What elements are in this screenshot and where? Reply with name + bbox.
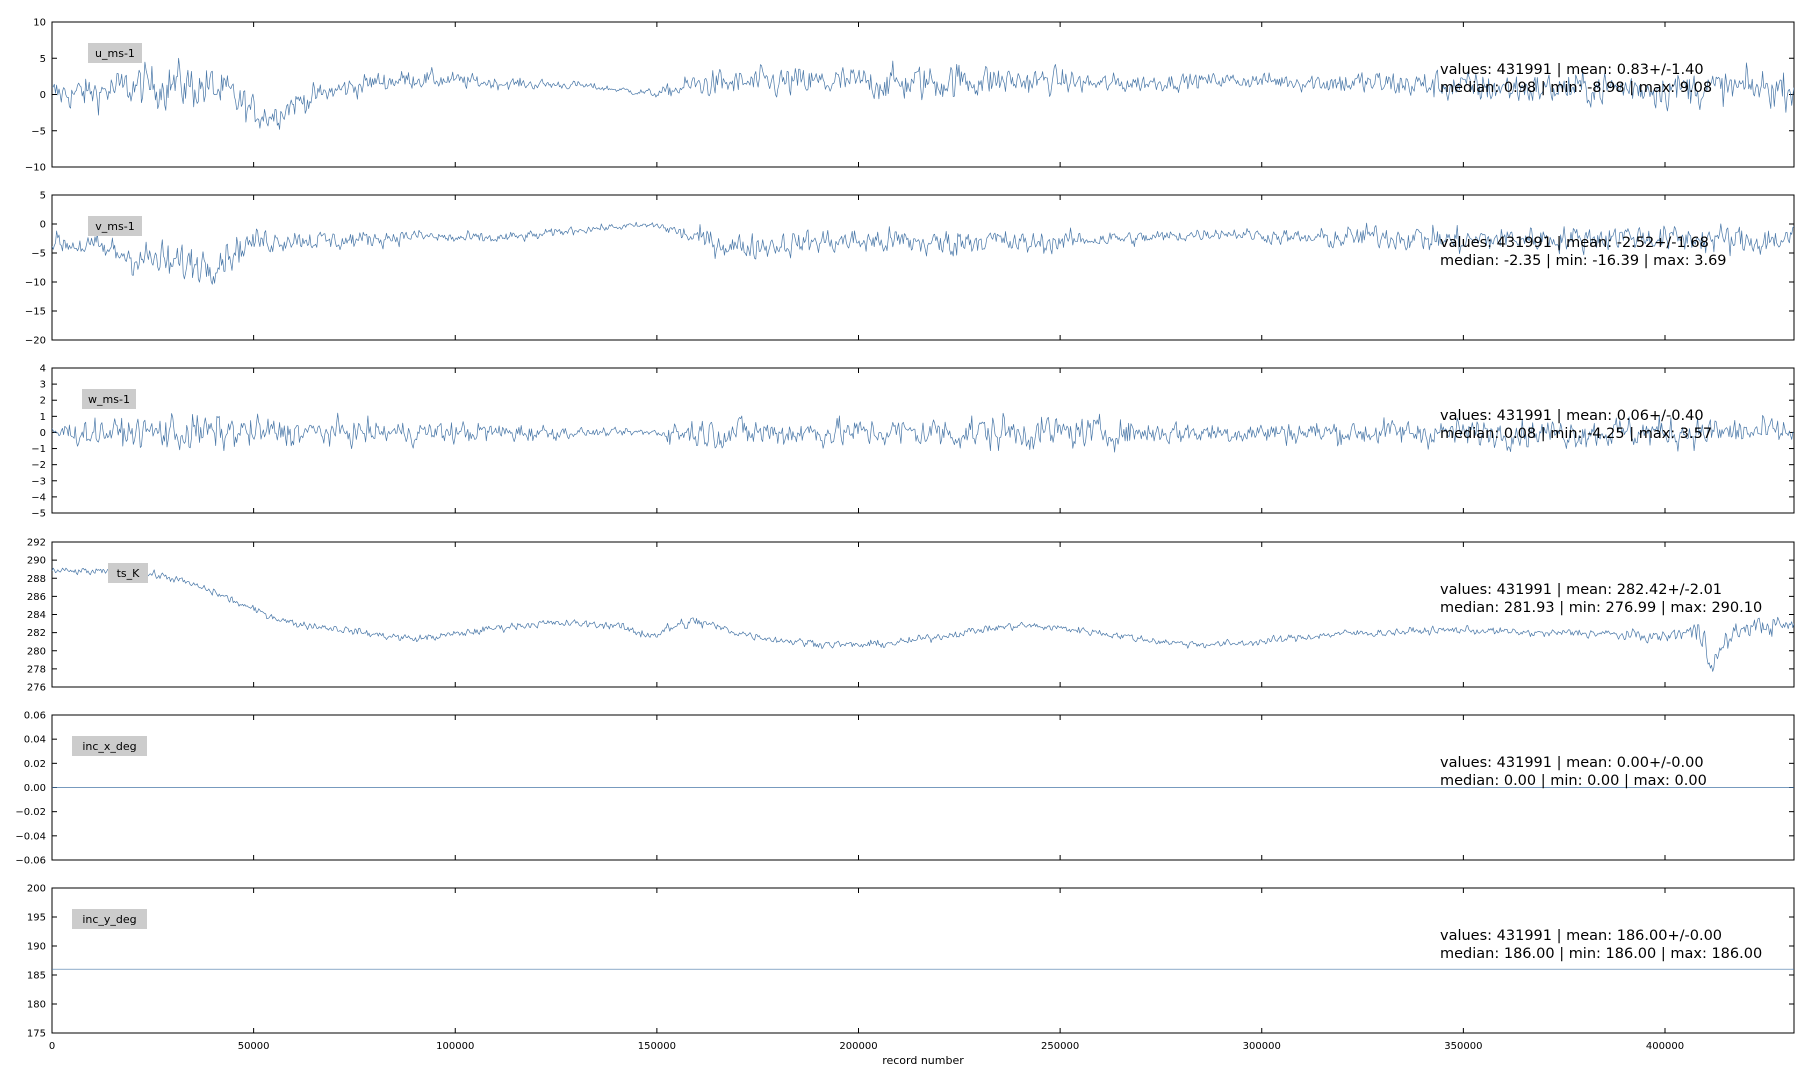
y-tick-label: 185 (27, 971, 46, 982)
stats-line-2: median: 0.98 | min: -8.98 | max: 9.08 (1440, 80, 1712, 96)
series-label: inc_x_deg (82, 740, 136, 753)
y-tick-label: 195 (27, 913, 46, 924)
y-tick-label: 180 (27, 1000, 46, 1011)
stats-line-1: values: 431991 | mean: 0.00+/-0.00 (1440, 755, 1704, 771)
y-tick-label: −0.06 (15, 856, 46, 867)
series-label-box (72, 736, 147, 756)
plot-frame (51, 194, 1795, 341)
series-label: w_ms-1 (88, 393, 130, 406)
series-label-box (72, 909, 147, 929)
y-tick-label: 276 (27, 683, 46, 694)
y-tick-label: 2 (40, 396, 46, 407)
x-axis: 0 50000 100000 150000 200000 250000 300000 3500… (49, 1041, 1684, 1052)
x-tick-label: 250000 (1041, 1041, 1079, 1052)
x-tick-label: 150000 (638, 1041, 676, 1052)
y-tick-label: 292 (27, 538, 46, 549)
y-tick-label: −5 (31, 126, 46, 137)
x-tick-label: 0 (49, 1041, 55, 1052)
y-tick-label: 0 (40, 428, 46, 439)
stats-line-2: median: 281.93 | min: 276.99 | max: 290.… (1440, 600, 1762, 616)
series-line-w-ms-1 (52, 412, 1794, 453)
series-line-v-ms-1 (52, 221, 1794, 285)
series-label: ts_K (117, 567, 141, 580)
x-axis-label: record number (882, 1054, 964, 1067)
x-tick-label: 350000 (1444, 1041, 1482, 1052)
panel-ts-K: 276 278 280 282 284 286 288 290 292 ts_K values: 4… (27, 538, 1795, 694)
y-tick-label: −1 (31, 444, 46, 455)
series-label-box (88, 216, 142, 236)
y-tick-label: −15 (25, 307, 46, 318)
y-tick-label: 3 (40, 380, 46, 391)
y-tick-label: 280 (27, 646, 46, 657)
y-tick-label: 0.06 (24, 711, 46, 722)
plot-frame (51, 541, 1795, 688)
panel-v-ms-1: −20 −15 −10 −5 0 5 v_ms-1 values: 431991 | mean… (25, 191, 1795, 347)
panel-w-ms-1: −5 −4 −3 −2 −1 0 1 2 3 4 w_ms-1 values: 431991 | me… (31, 364, 1795, 520)
stats-line-2: median: 0.08 | min: -4.25 | max: 3.57 (1440, 426, 1712, 442)
y-tick-label: 0 (40, 90, 46, 101)
plot-frame (51, 367, 1795, 514)
x-tick-label: 200000 (839, 1041, 877, 1052)
y-tick-label: 0.02 (24, 759, 46, 770)
y-tick-label: −10 (25, 163, 46, 174)
y-tick-label: −5 (31, 509, 46, 520)
y-tick-label: −20 (25, 336, 46, 347)
y-tick-label: −3 (31, 476, 46, 487)
y-tick-label: 1 (40, 412, 46, 423)
stats-line-1: values: 431991 | mean: -2.52+/-1.68 (1440, 235, 1709, 251)
y-tick-label: 10 (33, 18, 46, 29)
y-tick-label: 0.00 (24, 783, 46, 794)
panel-inc-x-deg: −0.06 −0.04 −0.02 0.00 0.02 0.04 0.06 inc_x_deg… (15, 711, 1795, 867)
series-line-u-ms-1 (52, 57, 1794, 130)
stats-line-1: values: 431991 | mean: 0.83+/-1.40 (1440, 62, 1704, 78)
y-tick-label: 200 (27, 884, 46, 895)
y-tick-label: −10 (25, 278, 46, 289)
x-tick-label: 400000 (1646, 1041, 1684, 1052)
y-tick-label: −0.04 (15, 831, 46, 842)
series-label-box (88, 43, 142, 63)
series-line-ts-K (52, 567, 1794, 672)
y-tick-label: −4 (31, 492, 46, 503)
y-tick-label: −2 (31, 460, 46, 471)
y-tick-label: 284 (27, 610, 46, 621)
y-tick-label: 190 (27, 942, 46, 953)
y-tick-label: 290 (27, 556, 46, 567)
y-tick-label: −5 (31, 249, 46, 260)
stats-line-2: median: 186.00 | min: 186.00 | max: 186.… (1440, 946, 1762, 962)
stats-line-1: values: 431991 | mean: 0.06+/-0.40 (1440, 408, 1704, 424)
series-label: v_ms-1 (95, 220, 134, 233)
panel-u-ms-1: −10 −5 0 5 10 u_ms-1 values: 431991 | mean: 0.… (25, 18, 1795, 174)
stats-line-1: values: 431991 | mean: 186.00+/-0.00 (1440, 928, 1722, 944)
series-label: inc_y_deg (82, 913, 136, 926)
y-tick-label: 282 (27, 628, 46, 639)
series-label: u_ms-1 (95, 47, 135, 60)
stats-line-2: median: 0.00 | min: 0.00 | max: 0.00 (1440, 773, 1707, 789)
stats-line-2: median: -2.35 | min: -16.39 | max: 3.69 (1440, 253, 1727, 269)
x-tick-label: 300000 (1243, 1041, 1281, 1052)
x-tick-label: 50000 (238, 1041, 270, 1052)
stats-line-1: values: 431991 | mean: 282.42+/-2.01 (1440, 582, 1722, 598)
series-label-box (108, 563, 148, 583)
y-tick-label: 278 (27, 664, 46, 675)
series-label-box (82, 389, 136, 409)
y-tick-label: 0 (40, 220, 46, 231)
panel-inc-y-deg: 175 180 185 190 195 200 inc_y_deg values: 43199… (27, 884, 1795, 1040)
y-tick-label: 5 (40, 54, 46, 65)
y-tick-label: −0.02 (15, 807, 46, 818)
plot-frame (51, 887, 1795, 1034)
y-tick-label: 286 (27, 592, 46, 603)
y-tick-label: 175 (27, 1029, 46, 1040)
x-tick-label: 100000 (436, 1041, 474, 1052)
y-tick-label: 0.04 (24, 735, 46, 746)
y-tick-label: 288 (27, 574, 46, 585)
y-tick-label: 4 (40, 364, 46, 375)
y-tick-label: 5 (40, 191, 46, 202)
